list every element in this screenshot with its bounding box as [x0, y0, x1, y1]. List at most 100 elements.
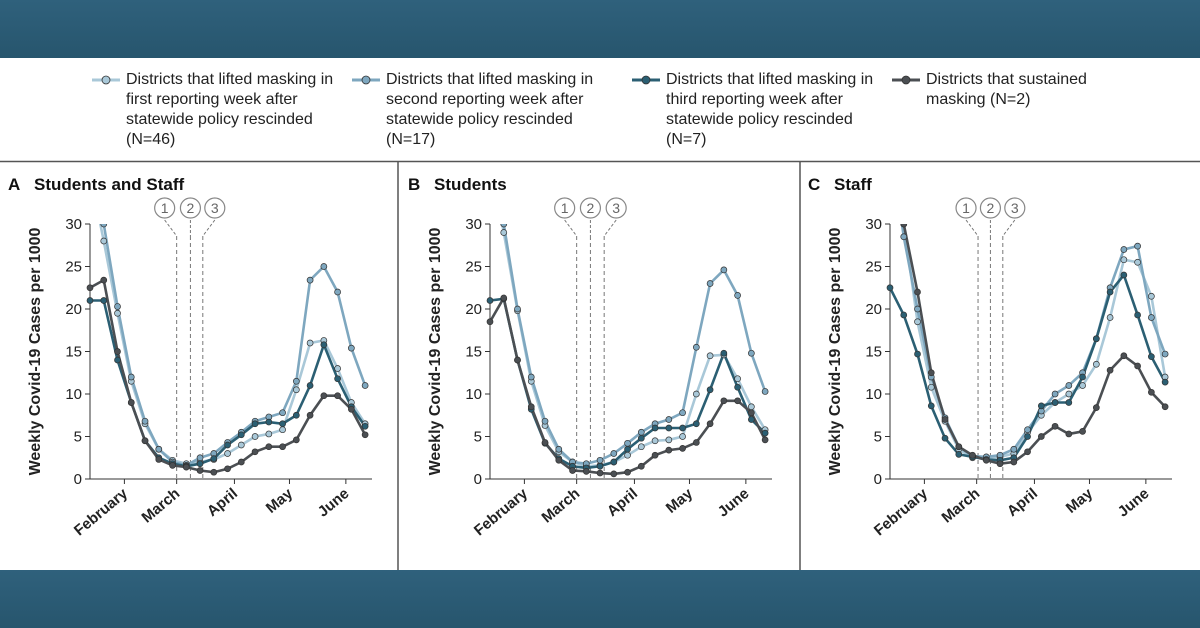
- data-point: [334, 365, 341, 372]
- data-point: [141, 437, 149, 445]
- panel-title: Students: [434, 175, 507, 194]
- y-tick-label: 5: [474, 429, 482, 446]
- legend-swatch: [632, 75, 660, 85]
- data-point: [624, 451, 631, 459]
- data-point: [734, 383, 741, 391]
- x-tick-label: March: [538, 485, 583, 526]
- data-point: [210, 468, 218, 476]
- series-line: [902, 224, 1167, 466]
- panel-title: Students and Staff: [34, 175, 185, 194]
- data-point: [500, 224, 508, 228]
- data-point: [761, 429, 769, 437]
- data-point: [637, 428, 645, 436]
- data-point: [610, 470, 618, 478]
- data-point: [1010, 445, 1018, 453]
- data-point: [1079, 428, 1086, 435]
- data-point: [320, 392, 328, 400]
- data-point: [624, 439, 631, 447]
- marker-circle: [1004, 197, 1026, 219]
- x-tick-label: March: [938, 485, 983, 526]
- data-point: [1134, 258, 1141, 266]
- data-point: [527, 373, 535, 381]
- x-tick-label: May: [263, 485, 297, 517]
- marker-leader: [1002, 219, 1016, 237]
- data-point: [748, 349, 755, 357]
- legend-label: Districts that sustained masking (N=2): [926, 71, 1087, 108]
- data-point: [210, 455, 218, 462]
- legend-label: Districts that lifted masking in third r…: [666, 71, 874, 148]
- data-point: [900, 233, 908, 241]
- data-point: [527, 403, 535, 411]
- data-point: [665, 446, 673, 454]
- series-line: [902, 224, 1167, 460]
- data-point: [224, 441, 231, 449]
- data-point: [361, 382, 369, 389]
- data-point: [637, 443, 645, 451]
- data-point: [720, 266, 728, 274]
- data-point: [292, 377, 300, 385]
- data-point: [155, 456, 163, 463]
- data-point: [196, 467, 204, 474]
- data-point: [1120, 256, 1128, 264]
- data-point: [1079, 382, 1086, 389]
- data-point: [927, 402, 935, 410]
- data-point: [486, 318, 494, 326]
- y-tick-label: 25: [465, 259, 482, 276]
- legend: Districts that lifted masking in first r…: [0, 70, 1200, 160]
- data-point: [706, 420, 714, 428]
- x-tick-label: June: [1115, 485, 1153, 521]
- data-point: [624, 468, 631, 476]
- x-tick-label: April: [1004, 485, 1041, 520]
- data-point: [196, 454, 204, 462]
- marker-label: 3: [1011, 200, 1019, 216]
- data-point: [1120, 246, 1128, 253]
- data-point: [900, 224, 908, 228]
- y-tick-label: 10: [465, 386, 482, 403]
- data-point: [251, 420, 259, 428]
- data-point: [886, 284, 894, 292]
- y-tick-label: 30: [65, 216, 82, 233]
- y-axis-label: Weekly Covid-19 Cases per 1000: [827, 227, 844, 475]
- y-tick-label: 20: [865, 301, 882, 318]
- marker-leader: [603, 219, 617, 237]
- data-point: [279, 420, 286, 428]
- data-point: [306, 276, 314, 284]
- marker-label: 3: [211, 200, 219, 216]
- y-tick-label: 25: [65, 259, 82, 276]
- marker-label: 1: [962, 200, 970, 216]
- data-point: [292, 436, 300, 444]
- data-point: [114, 303, 121, 310]
- data-point: [334, 392, 341, 400]
- data-point: [1092, 404, 1100, 411]
- marker-label: 2: [987, 200, 995, 216]
- data-point: [86, 284, 94, 292]
- data-point: [306, 382, 314, 389]
- data-point: [127, 373, 135, 381]
- data-point: [914, 305, 921, 313]
- legend-item: Districts that lifted masking in second …: [352, 70, 616, 150]
- x-tick-label: April: [204, 485, 241, 520]
- data-point: [610, 450, 618, 457]
- data-point: [1106, 366, 1114, 374]
- data-point: [1161, 403, 1169, 411]
- data-point: [334, 288, 341, 296]
- marker-label: 1: [561, 200, 569, 216]
- legend-dot: [901, 75, 911, 85]
- legend-swatch: [352, 75, 380, 85]
- y-tick-label: 30: [865, 216, 882, 233]
- data-point: [1092, 360, 1100, 368]
- data-point: [1092, 335, 1100, 343]
- data-point: [1161, 378, 1169, 386]
- data-point: [541, 417, 549, 425]
- marker-circle: [605, 197, 627, 219]
- x-tick-label: February: [471, 485, 532, 540]
- marker-label: 3: [612, 200, 620, 216]
- data-point: [100, 237, 108, 245]
- y-tick-label: 15: [865, 344, 882, 361]
- data-point: [265, 430, 273, 438]
- data-point: [651, 451, 659, 459]
- data-point: [127, 399, 135, 406]
- data-point: [748, 409, 755, 417]
- data-point: [1120, 352, 1128, 360]
- data-point: [100, 276, 108, 284]
